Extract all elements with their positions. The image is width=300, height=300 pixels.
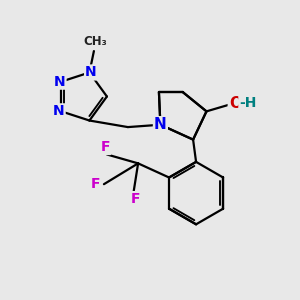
Text: F: F [90,177,100,191]
Text: F: F [101,140,110,154]
Text: N: N [85,65,97,80]
Text: O: O [229,96,242,111]
Text: F: F [130,192,140,206]
Text: N: N [154,117,167,132]
Text: N: N [53,104,64,118]
Text: -H: -H [239,96,257,110]
Text: N: N [54,75,65,89]
Text: CH₃: CH₃ [83,35,107,48]
